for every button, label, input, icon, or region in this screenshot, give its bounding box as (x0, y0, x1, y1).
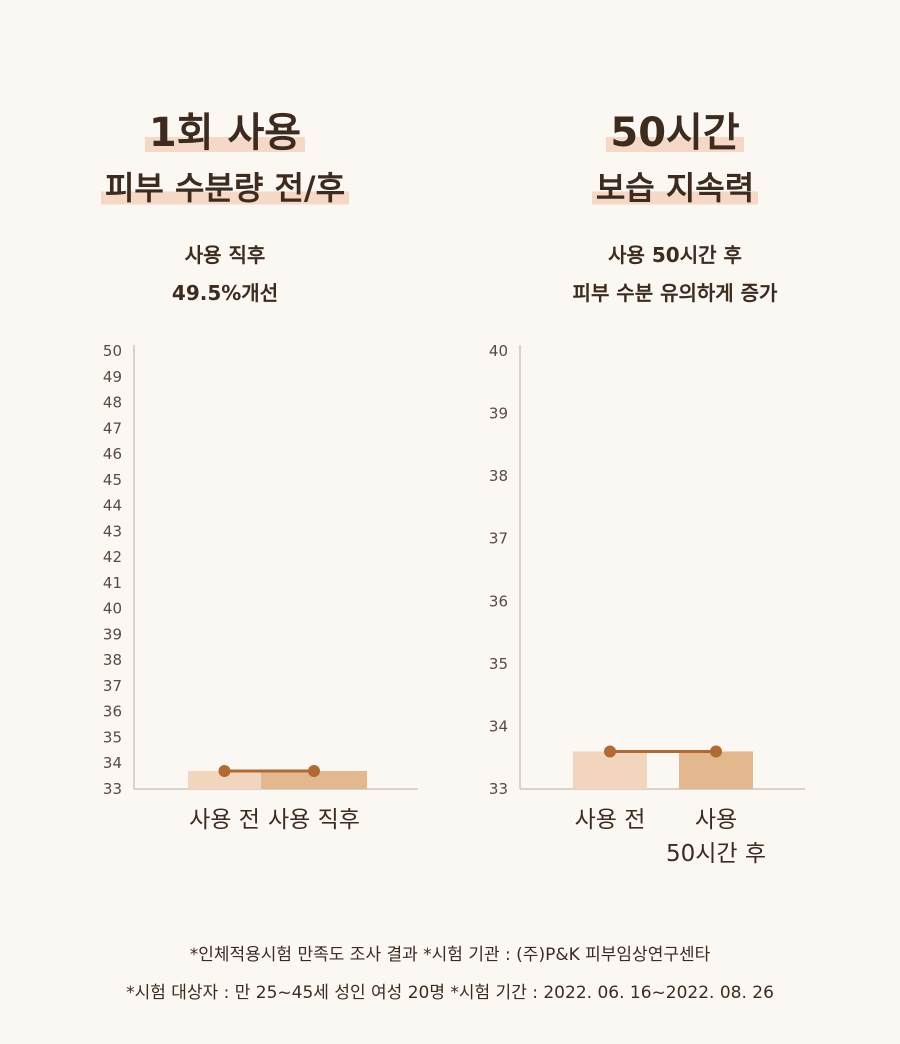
subtitle-line-2: 피부 수분 유의하게 증가 (572, 281, 778, 305)
y-tick-label: 44 (103, 497, 122, 515)
subtitle-line-1: 사용 직후 (184, 243, 266, 267)
data-point (308, 764, 320, 777)
data-point (218, 764, 231, 777)
y-tick-label: 50 (103, 342, 122, 360)
bar (188, 770, 261, 789)
y-tick-label: 40 (489, 342, 508, 360)
footnote-test-info: *인체적용시험 만족도 조사 결과 *시험 기관 : (주)P&K 피부임상연구… (189, 945, 711, 965)
title-highlight: 피부 수분량 전/후 (100, 166, 350, 210)
data-point (604, 745, 616, 758)
y-tick-label: 40 (103, 600, 122, 618)
y-tick-label: 49 (103, 368, 122, 386)
footnote-test-period: *시험 대상자 : 만 25~45세 성인 여성 20명 *시험 기간 : 20… (126, 983, 774, 1003)
y-tick-label: 47 (103, 419, 122, 437)
y-tick-label: 43 (103, 522, 122, 540)
bar (573, 751, 647, 789)
bar-chart-right: 33 34 35 36 37 38 39 40 사용 전 사용 50시간 후 (489, 342, 805, 867)
bar-chart-left: 33 34 35 36 37 38 39 40 41 42 43 44 45 46 47 48 49 50 사용 전… (103, 342, 418, 833)
chart-title-line-2: 피부 수분량 전/후 (0, 166, 450, 210)
x-category-label: 사용 직후 (268, 807, 360, 833)
y-tick-label: 45 (103, 471, 122, 489)
chart-title-line-2: 보습 지속력 (450, 166, 900, 210)
bar (679, 751, 753, 789)
y-tick-label: 46 (103, 445, 122, 463)
y-tick-label: 39 (489, 405, 508, 423)
y-tick-label: 33 (103, 780, 122, 798)
y-tick-label: 34 (103, 754, 122, 772)
chart-subtitle: 사용 50시간 후 피부 수분 유의하게 증가 (450, 236, 900, 312)
y-tick-label: 36 (103, 703, 122, 721)
x-category-label: 사용 전 (189, 807, 260, 833)
chart-title-line-1: 1회 사용 (0, 108, 450, 158)
y-tick-label: 33 (489, 780, 508, 798)
y-tick-label: 41 (103, 574, 122, 592)
x-category-label: 사용 전 (575, 807, 646, 833)
data-point (710, 745, 722, 758)
y-tick-label: 38 (103, 651, 122, 669)
y-tick-label: 42 (103, 548, 122, 566)
chart-subtitle: 사용 직후 49.5%개선 (0, 236, 450, 312)
bar (261, 770, 367, 789)
title-highlight: 보습 지속력 (591, 166, 759, 210)
y-tick-label: 39 (103, 625, 122, 643)
y-tick-label: 48 (103, 394, 122, 412)
chart-panel-right: 50시간 보습 지속력 사용 50시간 후 피부 수분 유의하게 증가 33 34… (450, 0, 900, 900)
y-tick-label: 35 (489, 655, 508, 673)
y-tick-label: 37 (489, 530, 508, 548)
y-tick-label: 36 (489, 592, 508, 610)
chart-panel-left: 1회 사용 피부 수분량 전/후 사용 직후 49.5%개선 33 34 35 36 3… (0, 0, 450, 900)
y-tick-label: 34 (489, 717, 508, 735)
chart-title-line-1: 50시간 (450, 108, 900, 158)
y-tick-label: 37 (103, 677, 122, 695)
x-category-label: 사용 (695, 807, 737, 833)
y-tick-label: 38 (489, 467, 508, 485)
subtitle-line-1: 사용 50시간 후 (608, 243, 742, 267)
y-tick-label: 35 (103, 728, 122, 746)
subtitle-line-2: 49.5%개선 (171, 281, 279, 305)
title-highlight: 1회 사용 (144, 108, 306, 158)
x-category-label: 50시간 후 (666, 841, 766, 867)
title-highlight: 50시간 (606, 108, 744, 158)
